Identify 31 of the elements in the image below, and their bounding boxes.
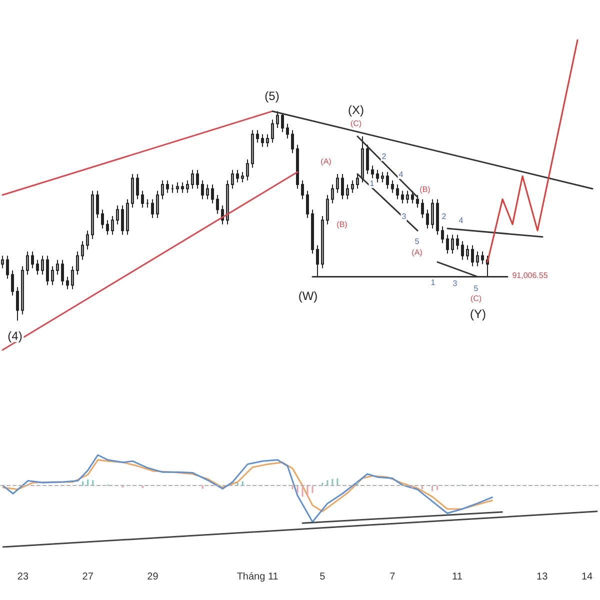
- annotation: (Y): [469, 307, 487, 321]
- annotation: (X): [347, 103, 365, 117]
- annotation: 4: [398, 170, 404, 179]
- annotation: 5: [472, 284, 480, 293]
- annotation: 1: [368, 179, 376, 188]
- annotation: 3: [400, 212, 408, 221]
- annotation: 91,006.55: [511, 271, 549, 280]
- annotation: (A): [410, 248, 424, 257]
- annotation: (C): [469, 294, 483, 303]
- text: (4): [6, 329, 24, 343]
- annotation: 1: [430, 278, 436, 287]
- annotation: (W): [297, 289, 319, 303]
- x-tick-label: 7: [390, 572, 396, 582]
- x-tick-label: 29: [147, 572, 159, 582]
- x-tick-label: 14: [581, 572, 594, 582]
- annotation: 4: [458, 216, 464, 225]
- annotation: 5: [414, 237, 420, 246]
- annotation: (B): [336, 220, 348, 229]
- annotation: (B): [418, 185, 432, 194]
- x-tick-label: 27: [82, 572, 94, 582]
- x-tick-label: 11: [452, 572, 463, 582]
- annotation: 2: [440, 212, 448, 221]
- annotation: 2: [380, 152, 388, 161]
- annotation: (A): [320, 157, 332, 166]
- text: (5): [264, 89, 280, 103]
- x-tick-label: 5: [320, 572, 326, 582]
- x-tick-label: 13: [536, 572, 548, 582]
- annotation: 3: [452, 279, 458, 288]
- x-tick-label: Tháng 11: [236, 572, 279, 582]
- annotation: (C): [349, 119, 363, 128]
- x-tick-label: 23: [17, 572, 29, 582]
